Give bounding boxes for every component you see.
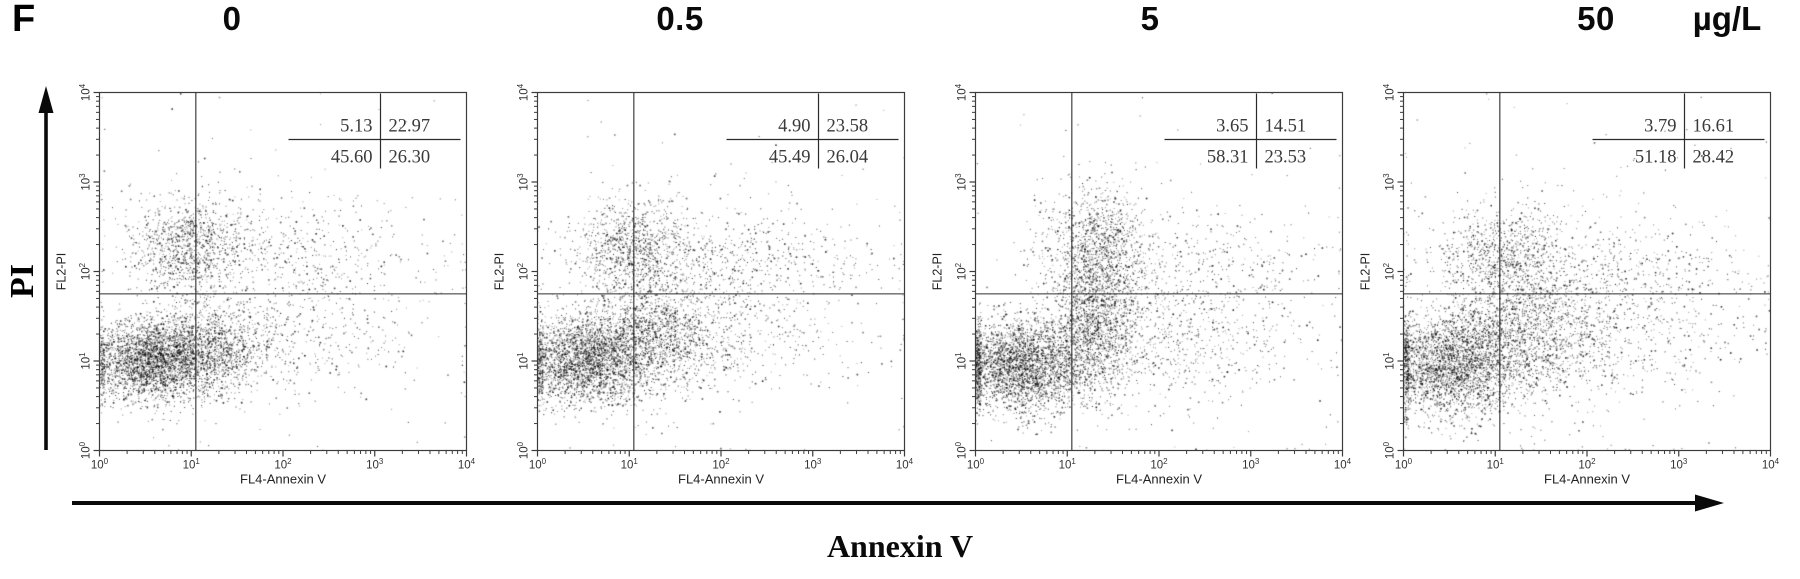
quadrant-stat-upper-left: 3.65 <box>1216 117 1248 137</box>
y-tick-label: 103 <box>954 173 969 191</box>
quadrant-stat-lower-right: 26.04 <box>827 148 869 168</box>
flow-plot-axes-3: 100 101 102 103 104 100 101 102 103 104 FL2-PI FL4-… <box>1359 83 1780 487</box>
y-tick-label: 103 <box>1382 173 1397 191</box>
quadrant-stat-lower-left: 45.60 <box>331 148 373 168</box>
y-tick-label: 104 <box>516 83 531 101</box>
x-tick-label: 103 <box>1242 457 1260 472</box>
flow-plot-axes-0: 100 101 102 103 104 100 101 102 103 104 FL2-PI FL4-… <box>55 83 476 487</box>
x-axis-title: FL4-Annexin V <box>240 472 326 487</box>
x-tick-label: 102 <box>1578 457 1596 472</box>
x-tick-label: 104 <box>896 457 914 472</box>
concentration-label-2: 5 <box>1140 0 1160 37</box>
x-tick-label: 103 <box>804 457 822 472</box>
x-tick-label: 104 <box>1762 457 1780 472</box>
flow-plot-axes-2: 100 101 102 103 104 100 101 102 103 104 FL2-PI FL4-… <box>931 83 1352 487</box>
y-tick-label: 104 <box>78 83 93 101</box>
y-tick-label: 100 <box>516 441 531 459</box>
x-tick-label: 102 <box>1150 457 1168 472</box>
quadrant-stat-lower-left: 51.18 <box>1635 148 1677 168</box>
y-axis-title: FL2-PI <box>55 253 69 291</box>
x-axis-title: FL4-Annexin V <box>678 472 764 487</box>
x-tick-label: 104 <box>458 457 476 472</box>
annexin-axis-arrow-label: Annexin V <box>826 528 974 564</box>
concentration-label-0: 0 <box>222 0 242 37</box>
quadrant-stats-table: 5.13 22.97 45.60 26.30 <box>288 93 461 169</box>
x-tick-label: 104 <box>1334 457 1352 472</box>
y-tick-label: 101 <box>954 352 969 370</box>
quadrant-gate-lines <box>1403 92 1771 451</box>
x-tick-label: 101 <box>183 457 201 472</box>
quadrant-stat-upper-right: 14.51 <box>1265 117 1307 137</box>
x-tick-label: 102 <box>274 457 292 472</box>
x-axis-title: FL4-Annexin V <box>1544 472 1630 487</box>
quadrant-stat-upper-left: 4.90 <box>778 117 810 137</box>
y-tick-label: 101 <box>1382 352 1397 370</box>
quadrant-stat-lower-right: 28.42 <box>1693 148 1735 168</box>
quadrant-stats-table: 3.79 16.61 51.18 28.42 <box>1592 93 1765 169</box>
quadrant-gate-lines <box>537 92 905 451</box>
y-tick-label: 102 <box>78 262 93 280</box>
y-tick-label: 103 <box>516 173 531 191</box>
concentration-label-3: 50 <box>1577 0 1615 37</box>
x-tick-label: 103 <box>366 457 384 472</box>
y-tick-label: 102 <box>516 262 531 280</box>
scatter-density-canvas-2 <box>975 92 1342 450</box>
scatter-density-canvas-0 <box>99 92 466 450</box>
flow-plot-axes-1: 100 101 102 103 104 100 101 102 103 104 FL2-PI FL4-… <box>493 83 914 487</box>
y-tick-label: 102 <box>954 262 969 280</box>
x-tick-label: 101 <box>621 457 639 472</box>
quadrant-stat-upper-left: 3.79 <box>1644 117 1676 137</box>
quadrant-stat-upper-right: 22.97 <box>389 117 431 137</box>
y-tick-label: 100 <box>954 441 969 459</box>
unit-label: µg/L <box>1692 0 1762 37</box>
scatter-density-canvas-1 <box>537 92 904 450</box>
y-tick-label: 102 <box>1382 262 1397 280</box>
quadrant-stats-table: 3.65 14.51 58.31 23.53 <box>1164 93 1337 169</box>
quadrant-stat-lower-left: 58.31 <box>1207 148 1249 168</box>
quadrant-gate-lines <box>975 92 1343 451</box>
x-tick-label: 100 <box>91 457 109 472</box>
quadrant-stat-lower-right: 23.53 <box>1265 148 1307 168</box>
x-tick-label: 102 <box>712 457 730 472</box>
quadrant-stats-table: 4.90 23.58 45.49 26.04 <box>726 93 899 169</box>
x-tick-label: 101 <box>1059 457 1077 472</box>
x-tick-label: 100 <box>967 457 985 472</box>
y-tick-label: 104 <box>954 83 969 101</box>
y-axis-title: FL2-PI <box>493 253 507 291</box>
scatter-density-canvas-3 <box>1403 92 1770 450</box>
x-axis-title: FL4-Annexin V <box>1116 472 1202 487</box>
y-tick-label: 101 <box>78 352 93 370</box>
y-tick-label: 100 <box>1382 441 1397 459</box>
y-tick-label: 101 <box>516 352 531 370</box>
quadrant-stat-lower-right: 26.30 <box>389 148 431 168</box>
y-tick-label: 103 <box>78 173 93 191</box>
quadrant-stat-upper-left: 5.13 <box>340 117 372 137</box>
x-tick-label: 103 <box>1670 457 1688 472</box>
x-tick-label: 100 <box>1395 457 1413 472</box>
quadrant-stat-lower-left: 45.49 <box>769 148 811 168</box>
quadrant-stat-upper-right: 16.61 <box>1693 117 1735 137</box>
y-axis-title: FL2-PI <box>931 253 945 291</box>
quadrant-stat-upper-right: 23.58 <box>827 117 869 137</box>
y-tick-label: 100 <box>78 441 93 459</box>
y-tick-label: 104 <box>1382 83 1397 101</box>
figure-panel-letter: F <box>12 0 36 40</box>
x-tick-label: 100 <box>529 457 547 472</box>
concentration-label-1: 0.5 <box>656 0 704 37</box>
quadrant-gate-lines <box>99 92 467 451</box>
y-axis-title: FL2-PI <box>1359 253 1373 291</box>
x-tick-label: 101 <box>1487 457 1505 472</box>
